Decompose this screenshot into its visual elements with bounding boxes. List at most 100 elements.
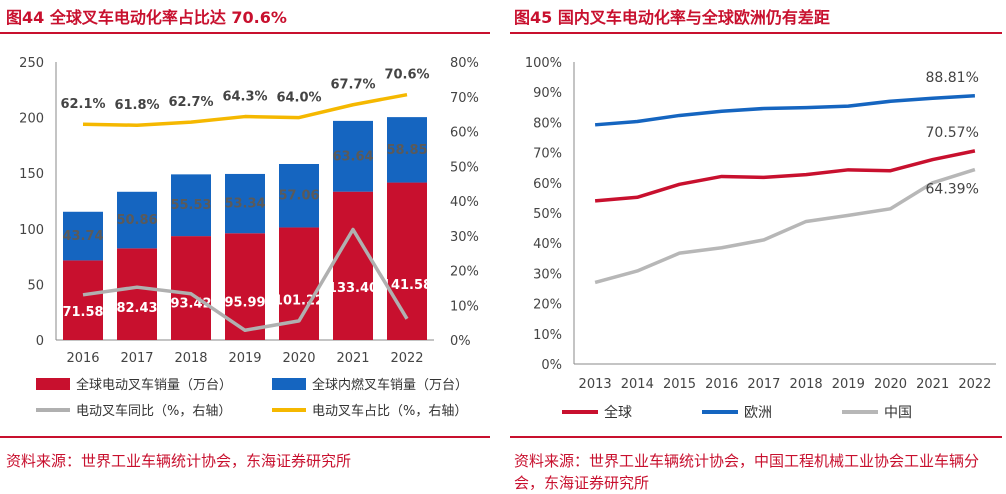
left-y-tick-label: 0 — [36, 334, 44, 349]
electric-bar — [333, 191, 373, 340]
electric-bar-label: 95.99 — [224, 296, 265, 311]
x-tick-label: 2020 — [874, 377, 907, 392]
yoy-line — [82, 227, 409, 333]
x-tick-label: 2018 — [790, 377, 823, 392]
end-value-label: 64.39% — [926, 182, 979, 198]
left-chart-title: 图44 全球叉车电动化率占比达 70.6% — [6, 8, 287, 27]
y-tick-label: 70% — [533, 147, 562, 162]
x-tick-label: 2014 — [621, 377, 654, 392]
x-tick-label: 2019 — [832, 377, 865, 392]
legend-label: 中国 — [884, 405, 912, 421]
ice-bar — [279, 163, 319, 228]
right-chart-title: 图45 国内叉车电动化率与全球欧洲仍有差距 — [514, 8, 830, 27]
x-tick-label: 2022 — [390, 351, 423, 366]
right-y-tick-label: 70% — [450, 91, 479, 106]
x-tick-label: 2013 — [579, 377, 612, 392]
x-tick-label: 2020 — [282, 351, 315, 366]
ice-bar-label: 58.85 — [386, 143, 427, 158]
right-y-tick-label: 0% — [450, 334, 471, 349]
legend-swatch — [36, 378, 70, 390]
ice-bar-label: 43.74 — [62, 229, 103, 244]
right-source: 资料来源：世界工业车辆统计协会，中国工程机械工业协会工业车辆分会，东海证券研究所 — [514, 452, 980, 492]
electric-bar-label: 71.58 — [62, 305, 103, 320]
x-tick-label: 2018 — [174, 351, 207, 366]
ice-bar-label: 50.86 — [116, 213, 157, 228]
legend-label: 全球 — [604, 404, 632, 421]
share-data-label: 62.1% — [60, 97, 105, 112]
share-data-label: 62.7% — [168, 95, 213, 110]
share-data-label: 61.8% — [114, 98, 159, 113]
legend-label: 全球内燃叉车销量（万台） — [312, 377, 468, 393]
end-value-label: 70.57% — [926, 125, 979, 141]
y-tick-label: 20% — [533, 298, 562, 313]
left-title-rule — [0, 32, 490, 34]
share-data-label: 70.6% — [384, 68, 429, 83]
electric-bar-label: 141.58 — [382, 278, 432, 293]
x-tick-label: 2021 — [916, 377, 949, 392]
series-line — [594, 149, 976, 203]
left-source: 资料来源：世界工业车辆统计协会，东海证券研究所 — [6, 452, 352, 470]
ice-bar — [63, 211, 103, 261]
share-data-label: 64.0% — [276, 91, 321, 106]
ice-bar — [387, 117, 427, 183]
legend-swatch — [272, 378, 306, 390]
share-data-label: 67.7% — [330, 78, 375, 93]
left-chart: 0 50 100 150 200 250 0% 10% 20% 30% 40% 50% 60% 70% 80… — [19, 56, 479, 419]
end-value-label: 88.81% — [926, 70, 979, 86]
series-line — [594, 167, 976, 285]
legend-label: 欧洲 — [744, 405, 772, 421]
x-tick-label: 2017 — [747, 377, 780, 392]
electric-bar-label: 101.22 — [274, 294, 324, 309]
right-y-tick-label: 30% — [450, 230, 479, 245]
legend-label: 电动叉车占比（%，右轴） — [312, 403, 467, 419]
y-tick-label: 10% — [533, 328, 562, 343]
electric-bar-label: 133.40 — [328, 281, 378, 296]
y-tick-label: 50% — [533, 207, 562, 222]
electric-bar — [387, 182, 427, 340]
electric-bar — [117, 248, 157, 340]
left-source-rule — [0, 436, 490, 438]
legend-label: 电动叉车同比（%，右轴） — [76, 403, 231, 419]
ice-bar — [117, 191, 157, 249]
left-y-tick-label: 150 — [19, 167, 44, 182]
y-tick-label: 30% — [533, 267, 562, 282]
ice-bar-label: 57.06 — [278, 189, 319, 204]
x-tick-label: 2019 — [228, 351, 261, 366]
y-tick-label: 40% — [533, 237, 562, 252]
ice-bar — [333, 120, 373, 192]
x-tick-label: 2015 — [663, 377, 696, 392]
left-y-tick-label: 100 — [19, 223, 44, 238]
y-tick-label: 100% — [525, 56, 562, 71]
ice-bar-label: 53.34 — [224, 197, 265, 212]
x-tick-label: 2016 — [705, 377, 738, 392]
y-tick-label: 60% — [533, 177, 562, 192]
left-y-tick-label: 250 — [19, 56, 44, 71]
right-y-tick-label: 60% — [450, 126, 479, 141]
ice-bar — [171, 174, 211, 237]
electric-bar — [171, 236, 211, 340]
right-y-tick-label: 20% — [450, 265, 479, 280]
electric-bar — [63, 260, 103, 340]
electric-bar — [225, 233, 265, 340]
legend-label: 全球电动叉车销量（万台） — [76, 377, 232, 393]
right-title-rule — [510, 32, 1002, 34]
y-tick-label: 0% — [541, 358, 562, 373]
share-line — [82, 92, 408, 127]
right-source-rule — [510, 436, 1002, 438]
right-y-tick-label: 50% — [450, 160, 479, 175]
share-data-label: 64.3% — [222, 90, 267, 105]
right-y-tick-label: 80% — [450, 56, 479, 71]
x-tick-label: 2022 — [958, 377, 991, 392]
right-y-tick-label: 10% — [450, 299, 479, 314]
electric-bar-label: 82.43 — [116, 301, 157, 316]
y-tick-label: 90% — [533, 86, 562, 101]
ice-bar-label: 55.53 — [170, 198, 211, 213]
x-tick-label: 2021 — [336, 351, 369, 366]
x-tick-label: 2017 — [120, 351, 153, 366]
ice-bar — [225, 173, 265, 234]
left-y-tick-label: 200 — [19, 112, 44, 127]
ice-bar-label: 63.64 — [332, 149, 373, 164]
right-y-tick-label: 40% — [450, 195, 479, 210]
left-y-tick-label: 50 — [27, 278, 44, 293]
y-tick-label: 80% — [533, 116, 562, 131]
